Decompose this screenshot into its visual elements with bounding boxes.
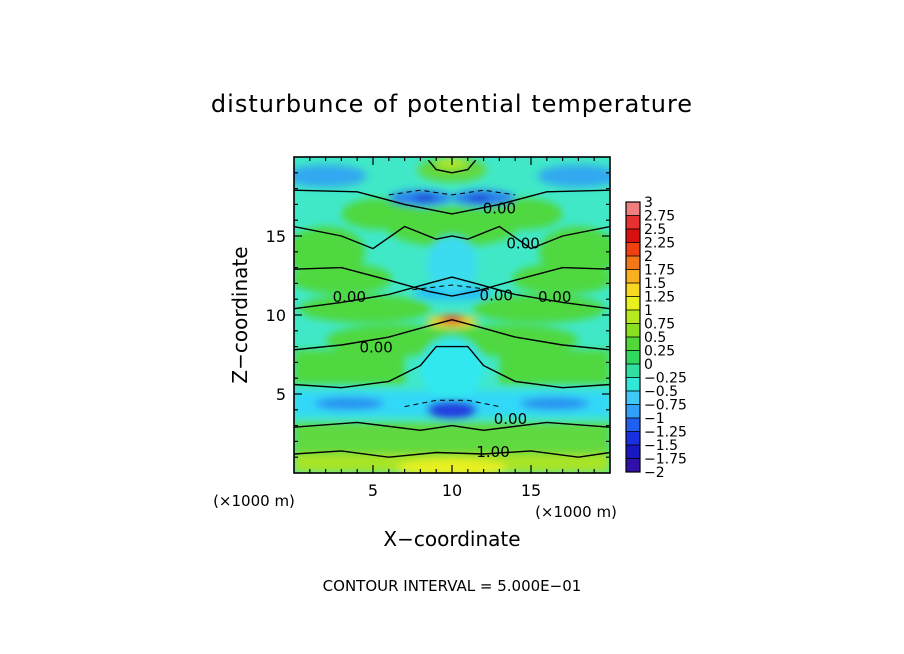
colorbar-swatch-2 — [626, 229, 640, 243]
contour-fill-blob-4 — [426, 400, 478, 420]
contour-line-3 — [294, 318, 610, 351]
contour-line-6 — [294, 225, 610, 250]
contour-fill-layer — [294, 157, 610, 473]
contour-fill-blob-25 — [414, 194, 437, 202]
colorbar-label-19: −1.75 — [644, 452, 687, 468]
colorbar-swatch-11 — [626, 350, 640, 365]
contour-fill-blob-26 — [467, 194, 490, 202]
colorbar-label-1: 2.75 — [644, 209, 675, 225]
contour-line-1 — [294, 421, 610, 432]
contour-line-8 — [427, 159, 477, 174]
colorbar-swatch-9 — [626, 323, 640, 338]
x-unit-label-right: (×1000 m) — [535, 503, 617, 521]
colorbar: 32.752.52.2521.751.51.2510.750.50.250−0.… — [625, 195, 687, 481]
contour-line-0 — [294, 450, 610, 458]
colorbar-label-18: −1.5 — [644, 438, 678, 454]
contour-line-2 — [294, 345, 610, 389]
contour-fill-blob-5 — [314, 397, 385, 410]
contour-label-1: 0.00 — [506, 234, 539, 252]
colorbar-label-12: 0 — [644, 357, 653, 373]
contour-label-3: 0.00 — [480, 287, 513, 305]
chart-title: disturbunce of potential temperature — [211, 90, 693, 118]
y-axis-label: Z−coordinate — [228, 246, 252, 383]
y-tick-label-1: 10 — [266, 306, 286, 325]
x-unit-label-left: (×1000 m) — [213, 492, 295, 510]
contour-fill-blob-18 — [294, 226, 366, 278]
y-tick-label-2: 15 — [266, 227, 286, 246]
colorbar-swatch-4 — [626, 256, 640, 270]
contour-fill-blob-29 — [294, 164, 367, 188]
colorbar-swatch-10 — [626, 337, 640, 351]
colorbar-swatch-14 — [626, 391, 640, 405]
x-tick-label-1: 10 — [442, 481, 462, 500]
contour-fill-blob-14 — [472, 294, 606, 323]
contour-fill-blob-21 — [341, 198, 421, 230]
contour-fill-blob-13 — [298, 294, 432, 323]
contour-fill-blob-32 — [420, 337, 484, 401]
axis-ticks — [294, 157, 610, 473]
colorbar-label-4: 2 — [644, 249, 653, 265]
colorbar-swatch-5 — [626, 269, 640, 284]
colorbar-label-11: 0.25 — [644, 344, 675, 360]
contour-line-7 — [294, 189, 610, 215]
colorbar-label-8: 1 — [644, 303, 653, 319]
contour-label-7: 1.00 — [476, 443, 509, 461]
colorbar-swatch-13 — [626, 377, 640, 392]
colorbar-swatch-18 — [626, 445, 640, 459]
contour-label-2: 0.00 — [333, 288, 366, 306]
contour-fill-blob-6 — [519, 397, 590, 410]
contour-fill-blob-31 — [426, 236, 478, 293]
colorbar-label-7: 1.25 — [644, 290, 675, 306]
contour-label-layer: 0.00 0.00 0.00 0.00 0.00 0.00 0.00 1.00 — [333, 200, 572, 461]
colorbar-label-14: −0.5 — [644, 384, 678, 400]
colorbar-swatch-12 — [626, 364, 640, 378]
contour-fill-blob-19 — [538, 226, 610, 278]
colorbar-label-10: 0.5 — [644, 330, 666, 346]
colorbar-swatch-15 — [626, 404, 640, 419]
contour-label-0: 0.00 — [483, 200, 516, 218]
colorbar-swatch-16 — [626, 418, 640, 432]
contour-line-4 — [294, 276, 610, 310]
negative-contour-line-0 — [388, 189, 516, 196]
y-tick-label-0: 5 — [276, 385, 286, 404]
negative-contour-line-2 — [412, 284, 492, 291]
colorbar-label-2: 2.5 — [644, 222, 666, 238]
contour-label-4: 0.00 — [538, 288, 571, 306]
x-axis-label: X−coordinate — [383, 527, 520, 551]
contour-fill-blob-30 — [537, 164, 610, 188]
colorbar-label-17: −1.25 — [644, 425, 687, 441]
colorbar-label-20: −2 — [644, 465, 665, 481]
colorbar-label-16: −1 — [644, 411, 665, 427]
negative-contour-line-1 — [404, 399, 500, 408]
contour-label-6: 0.00 — [494, 410, 527, 428]
contour-fill-blob-15 — [412, 284, 492, 301]
colorbar-label-13: −0.25 — [644, 371, 687, 387]
contour-fill-blob-22 — [483, 198, 563, 230]
colorbar-label-9: 0.75 — [644, 317, 675, 333]
contour-label-5: 0.00 — [359, 339, 392, 357]
tick-labels: 5 10 15 5 10 15 — [266, 227, 542, 500]
contour-interval-note: CONTOUR INTERVAL = 5.000E−01 — [323, 577, 582, 595]
colorbar-swatch-8 — [626, 310, 640, 324]
colorbar-label-5: 1.75 — [644, 263, 675, 279]
colorbar-swatch-17 — [626, 431, 640, 446]
colorbar-swatch-3 — [626, 242, 640, 257]
colorbar-swatch-1 — [626, 215, 640, 230]
colorbar-label-0: 3 — [644, 195, 653, 211]
colorbar-label-6: 1.5 — [644, 276, 666, 292]
x-tick-label-0: 5 — [368, 481, 378, 500]
contour-line-layer — [294, 159, 610, 458]
x-tick-label-2: 15 — [521, 481, 541, 500]
colorbar-swatch-6 — [626, 283, 640, 297]
contour-line-5 — [294, 266, 610, 297]
colorbar-swatch-0 — [626, 202, 640, 216]
plot-area: 0.00 0.00 0.00 0.00 0.00 0.00 0.00 1.00 — [294, 157, 610, 473]
colorbar-label-3: 2.25 — [644, 236, 675, 252]
contour-fill-blob-27 — [417, 157, 487, 183]
colorbar-swatch-19 — [626, 458, 640, 473]
colorbar-label-15: −0.75 — [644, 398, 687, 414]
colorbar-swatch-7 — [626, 296, 640, 311]
